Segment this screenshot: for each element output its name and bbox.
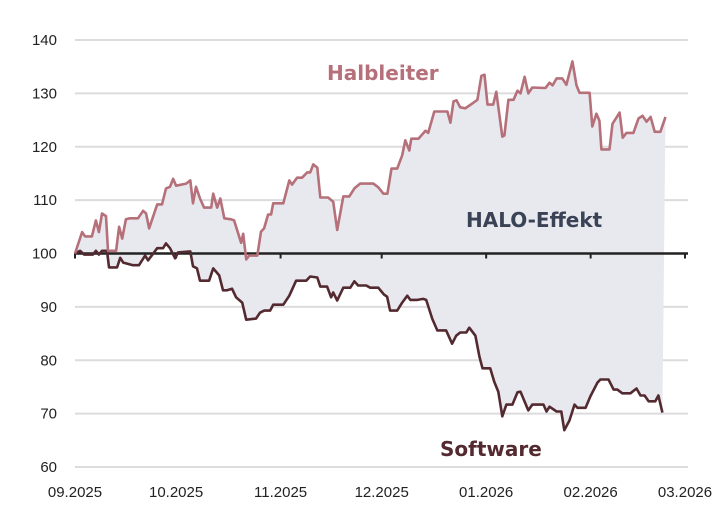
halo-effekt-fill-area (75, 61, 666, 431)
y-tick-label: 100 (32, 246, 57, 263)
y-tick-label: 60 (40, 459, 57, 476)
series-line-halbleiter (73, 60, 667, 261)
x-tick-label: 03.2026 (658, 484, 712, 501)
fill-label-halo-effekt: HALO-Effekt (466, 208, 603, 232)
y-tick-label: 140 (32, 32, 57, 49)
y-tick-label: 110 (33, 192, 57, 209)
series-line-software (74, 242, 664, 432)
x-tick-label: 10.2025 (149, 484, 203, 501)
x-tick-label: 11.2025 (254, 484, 307, 501)
x-tick-label: 01.2026 (459, 484, 513, 501)
y-tick-label: 120 (32, 139, 57, 156)
y-tick-label: 130 (32, 85, 57, 102)
x-tick-label: 02.2026 (564, 484, 618, 501)
y-tick-label: 80 (40, 352, 57, 369)
y-axis-tick-labels: 60 70 80 90 100 110 120 130 140 (32, 32, 57, 476)
series-label-software: Software (440, 437, 542, 461)
x-axis-ticks: 09.2025 10.2025 11.2025 12.2025 01.2026 02.20… (48, 253, 712, 501)
y-tick-label: 70 (40, 406, 57, 423)
x-tick-label: 09.2025 (48, 484, 102, 501)
y-tick-label: 90 (40, 299, 57, 316)
series-label-halbleiter: Halbleiter (327, 61, 439, 85)
x-tick-label: 12.2025 (355, 484, 409, 501)
